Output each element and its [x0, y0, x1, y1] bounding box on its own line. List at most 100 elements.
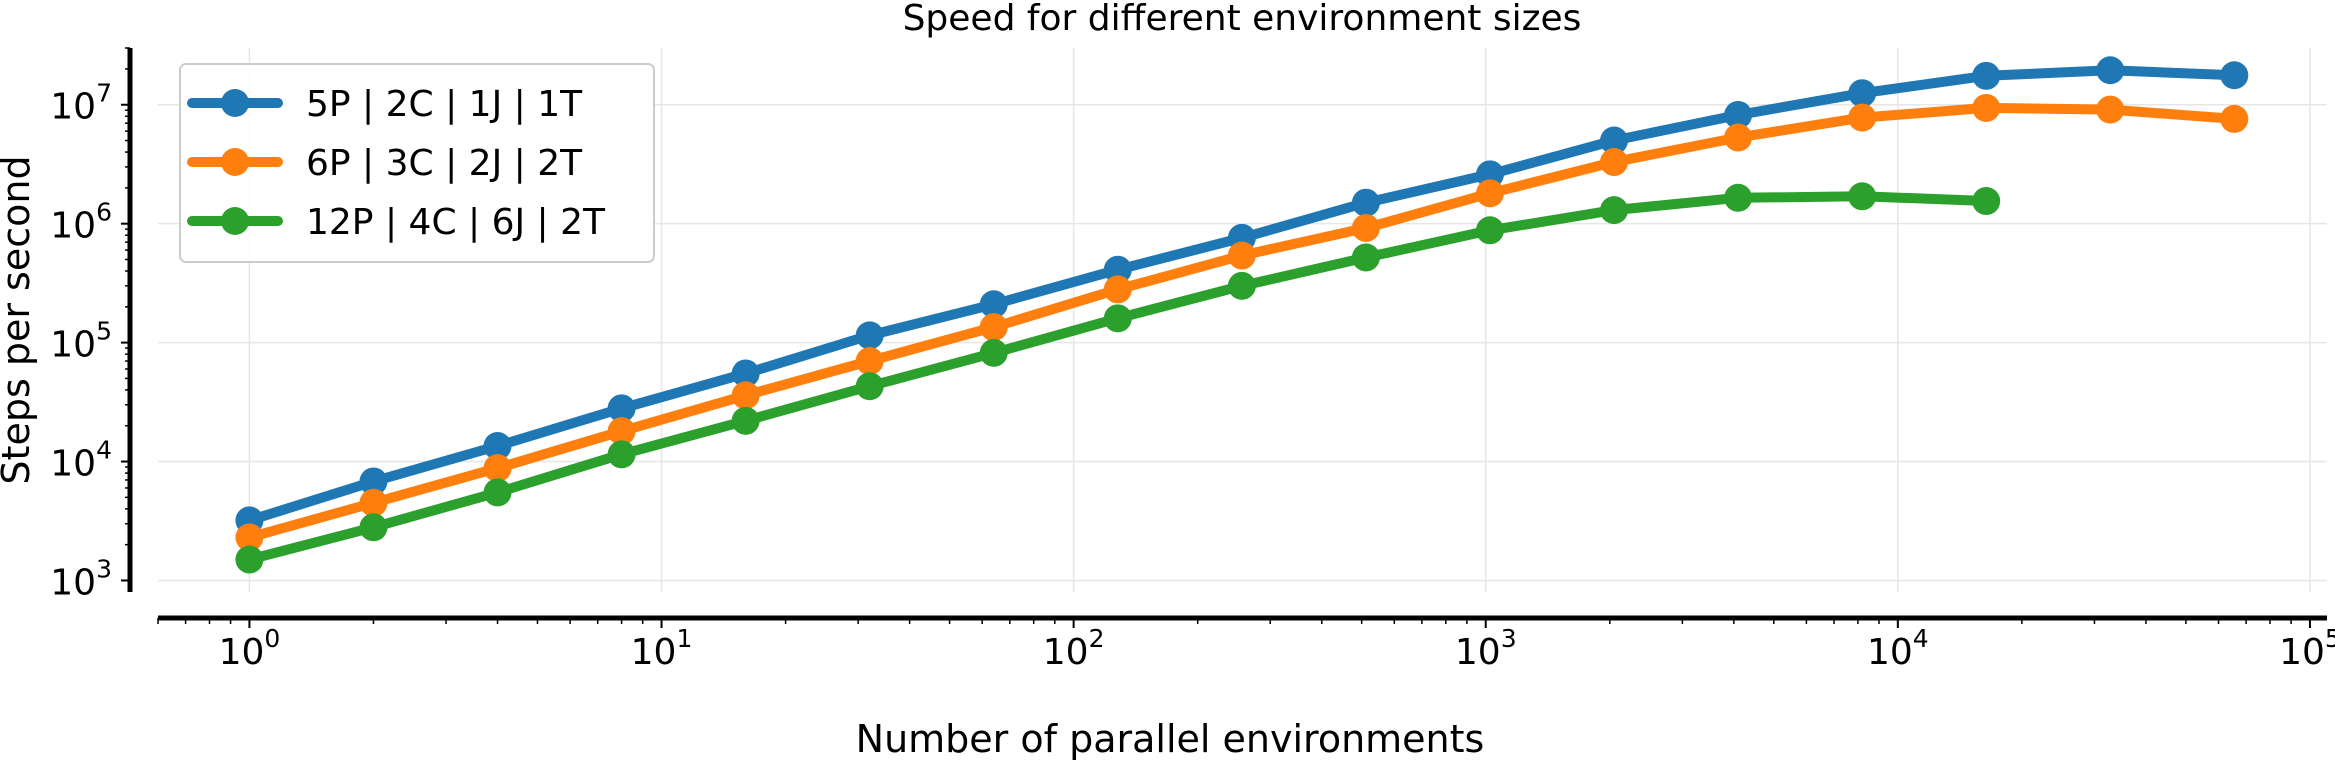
data-point: [1972, 61, 2001, 90]
axes: [127, 48, 2327, 621]
x-tick-label-base: 10: [1043, 632, 1089, 673]
data-point: [855, 347, 884, 376]
data-point: [607, 417, 636, 446]
data-point: [2220, 104, 2249, 133]
series-1: [235, 56, 2249, 535]
series-group: [235, 56, 2249, 574]
legend-label: 12P | 4C | 6J | 2T: [306, 202, 606, 243]
y-tick-label: 107: [50, 79, 112, 128]
data-point: [1600, 148, 1629, 177]
y-tick-label: 106: [50, 198, 112, 247]
data-point: [1351, 213, 1380, 242]
x-tick-label: 101: [631, 624, 693, 673]
data-point: [483, 478, 512, 507]
x-axis-label: Number of parallel environments: [856, 717, 1485, 761]
data-point: [359, 513, 388, 542]
data-point: [979, 313, 1008, 342]
x-tick-label-exp: 3: [1501, 624, 1517, 653]
data-point: [855, 372, 884, 401]
y-tick-label-base: 10: [50, 562, 96, 603]
data-point: [1103, 275, 1132, 304]
legend-item: 6P | 3C | 2J | 2T: [187, 143, 583, 184]
legend-swatch-marker: [221, 207, 249, 235]
x-ticks: 100 101 102 103 104 105: [157, 618, 2335, 673]
x-tick-label-base: 10: [1455, 632, 1501, 673]
y-tick-label-exp: 7: [96, 79, 112, 108]
x-tick-label: 103: [1455, 624, 1517, 673]
legend-swatch-marker: [221, 89, 249, 117]
data-point: [731, 406, 760, 435]
y-axis-label: Steps per second: [0, 155, 38, 484]
legend-label: 5P | 2C | 1J | 1T: [306, 84, 583, 125]
y-tick-label: 103: [50, 554, 112, 603]
legend-box: [179, 63, 655, 263]
data-point: [1475, 216, 1504, 245]
data-point: [979, 290, 1008, 319]
series-3: [235, 182, 2001, 574]
y-tick-label-base: 10: [50, 206, 96, 247]
data-point: [1227, 271, 1256, 300]
data-point: [2096, 56, 2125, 85]
data-point: [1351, 243, 1380, 272]
data-point: [2096, 95, 2125, 124]
data-point: [483, 432, 512, 461]
y-tick-label-exp: 6: [96, 198, 112, 227]
y-tick-label: 105: [50, 317, 112, 366]
data-point: [359, 467, 388, 496]
y-tick-label-base: 10: [50, 444, 96, 485]
legend-swatch-marker: [221, 148, 249, 176]
x-tick-label: 102: [1043, 624, 1105, 673]
x-tick-label-exp: 4: [1913, 624, 1929, 653]
x-tick-label-exp: 1: [676, 624, 692, 653]
x-tick-label: 105: [2279, 624, 2335, 673]
data-point: [1848, 103, 1877, 132]
y-tick-label-base: 10: [50, 325, 96, 366]
x-tick-label-exp: 0: [264, 624, 280, 653]
legend-item: 12P | 4C | 6J | 2T: [187, 202, 606, 243]
data-point: [235, 545, 264, 574]
legend: 5P | 2C | 1J | 1T 6P | 3C | 2J | 2T 12P | …: [179, 63, 655, 263]
data-point: [2220, 61, 2249, 90]
data-point: [731, 381, 760, 410]
legend-label: 6P | 3C | 2J | 2T: [306, 143, 583, 184]
data-point: [359, 488, 388, 517]
x-tick-label-base: 10: [219, 632, 265, 673]
chart-title: Speed for different environment sizes: [903, 0, 1582, 39]
data-point: [1972, 187, 2001, 216]
data-point: [1475, 179, 1504, 208]
data-point: [731, 359, 760, 388]
legend-item: 5P | 2C | 1J | 1T: [187, 84, 583, 125]
x-tick-label-base: 10: [2279, 632, 2325, 673]
y-tick-label-exp: 4: [96, 436, 112, 465]
data-point: [483, 454, 512, 483]
data-point: [607, 394, 636, 423]
y-tick-label-base: 10: [50, 87, 96, 128]
data-point: [1227, 241, 1256, 270]
x-tick-label-base: 10: [1867, 632, 1913, 673]
data-point: [1103, 255, 1132, 284]
x-tick-label-base: 10: [631, 632, 677, 673]
x-tick-label-exp: 5: [2325, 624, 2335, 653]
data-point: [1724, 100, 1753, 129]
data-point: [1724, 123, 1753, 152]
data-point: [1972, 93, 2001, 122]
data-point: [979, 338, 1008, 367]
y-tick-label-exp: 3: [96, 554, 112, 583]
data-point: [235, 523, 264, 552]
data-point: [1103, 304, 1132, 333]
data-point: [1600, 196, 1629, 225]
data-point: [1600, 126, 1629, 155]
data-point: [855, 321, 884, 350]
x-tick-label-exp: 2: [1089, 624, 1105, 653]
data-point: [1848, 182, 1877, 211]
data-point: [1724, 183, 1753, 212]
data-point: [1848, 79, 1877, 108]
x-tick-label: 104: [1867, 624, 1929, 673]
series-2: [235, 93, 2249, 552]
data-point: [607, 440, 636, 469]
x-tick-label: 100: [219, 624, 281, 673]
y-tick-label-exp: 5: [96, 317, 112, 346]
y-tick-label: 104: [50, 436, 112, 485]
